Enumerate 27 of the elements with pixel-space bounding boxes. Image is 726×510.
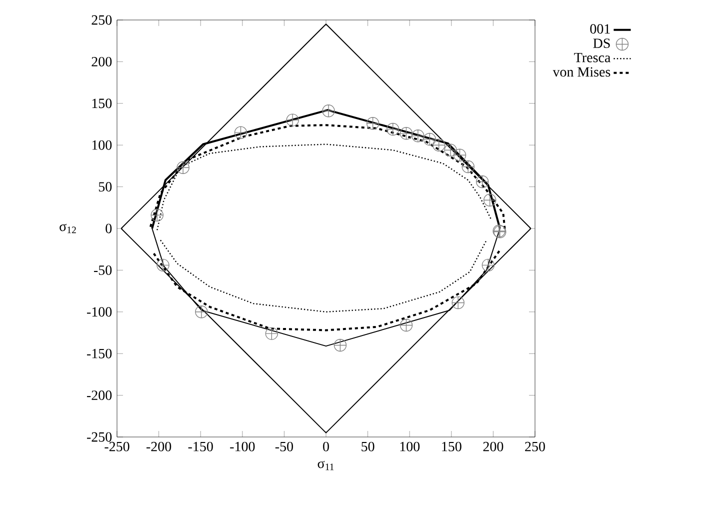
x-tick-label: 50 — [362, 442, 374, 452]
y-tick-label: 200 — [92, 56, 112, 66]
x-tick-label: -100 — [230, 442, 255, 452]
x-tick-label: 100 — [400, 442, 420, 452]
y-tick-label: -50 — [94, 265, 112, 275]
x-tick-label: 200 — [483, 442, 504, 452]
x-tick-label: 150 — [442, 442, 462, 452]
x-tick-label: -50 — [275, 442, 293, 452]
y-tick-label: 250 — [92, 15, 112, 25]
x-tick-label: 0 — [323, 442, 329, 452]
x-axis-title: σ$_{11}$ — [318, 460, 334, 470]
y-axis-title: σ$_{12}$ — [60, 224, 76, 234]
y-tick-label: -200 — [86, 390, 112, 400]
legend-label: 001 — [590, 24, 610, 34]
legend-label: Tresca — [574, 52, 610, 62]
y-tick-label: -250 — [86, 432, 112, 442]
y-tick-label: -150 — [86, 348, 112, 358]
legend-label: DS — [593, 38, 610, 48]
y-tick-label: 0 — [106, 224, 112, 234]
x-tick-label: 250 — [525, 442, 545, 452]
x-tick-label: -150 — [188, 442, 213, 452]
x-tick-label: -200 — [146, 442, 172, 452]
y-tick-label: 50 — [98, 182, 112, 192]
y-tick-label: 150 — [92, 98, 112, 108]
legend-label: von Mises — [552, 67, 610, 77]
y-tick-label: 100 — [92, 140, 112, 150]
y-tick-label: -100 — [86, 307, 112, 317]
